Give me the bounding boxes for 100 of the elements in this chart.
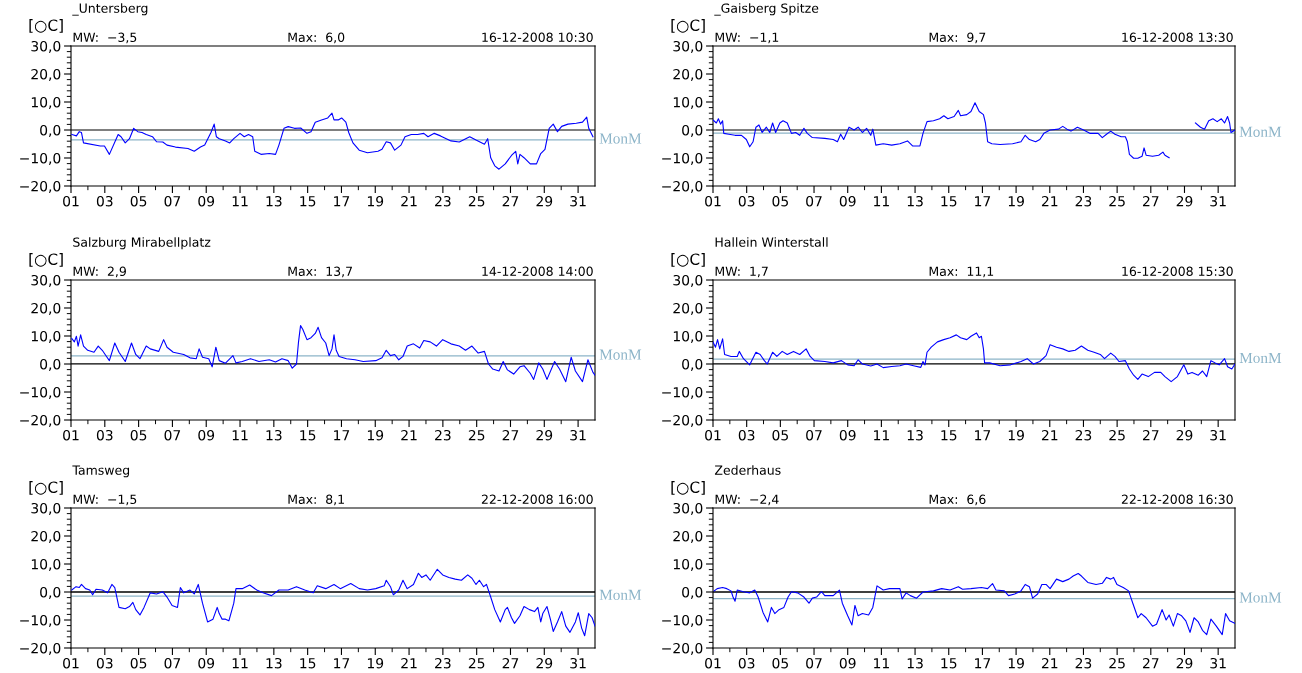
x-tick-label: 25 (468, 195, 485, 207)
text: MW: −1,5 (73, 494, 137, 506)
ref-line-label: MonM (599, 589, 642, 601)
chart-title: Tamsweg (72, 465, 130, 478)
y-tick-label: −20,0 (20, 642, 61, 655)
x-tick-label: 05 (772, 429, 788, 441)
ref-line-label: MonM (599, 349, 642, 360)
y-tick-label: 30,0 (31, 40, 61, 53)
y-tick-label: 20,0 (673, 302, 703, 315)
x-tick-label: 01 (63, 657, 79, 669)
x-tick-label: 13 (266, 657, 282, 669)
x-tick-label: 17 (334, 658, 350, 669)
x-tick-label: 09 (839, 429, 856, 441)
y-tick-label: 0,0 (682, 586, 703, 599)
x-tick-label: 13 (907, 429, 923, 441)
text: MW: −3,5 (73, 32, 137, 44)
x-tick-label: 23 (435, 429, 451, 441)
x-tick-label: 21 (1041, 429, 1058, 441)
y-axis-title: [○C] (29, 19, 63, 33)
x-tick-label: 05 (130, 195, 147, 207)
x-tick-label: 23 (435, 195, 451, 207)
x-tick-label: 01 (63, 429, 79, 441)
chart-title: Zederhaus (714, 465, 781, 475)
y-tick-label: 30,0 (673, 40, 703, 53)
y-tick-label: 10,0 (673, 558, 703, 571)
x-tick-label: 31 (570, 195, 586, 207)
x-tick-label: 11 (874, 658, 889, 669)
x-tick-label: 07 (806, 195, 822, 207)
x-tick-label: 17 (975, 658, 991, 669)
x-tick-label: 13 (266, 429, 282, 441)
x-tick-label: 21 (1041, 195, 1058, 207)
ref-line-label: MonM (1239, 352, 1282, 364)
ref-line-label: MonM (599, 133, 642, 144)
x-tick-label: 15 (941, 430, 957, 441)
chart-title: Hallein Winterstall (715, 237, 828, 247)
x-tick-label: 25 (468, 657, 485, 669)
x-tick-label: 23 (1075, 429, 1092, 441)
text: 14-12-2008 14:00 (482, 266, 593, 277)
x-tick-label: 25 (1109, 657, 1125, 669)
x-tick-label: 17 (975, 196, 991, 207)
x-tick-label: 01 (705, 657, 721, 669)
y-axis-title: [○C] (29, 481, 63, 495)
y-axis-title: [○C] (671, 253, 705, 267)
x-tick-label: 27 (1142, 657, 1159, 669)
text: 16-12-2008 13:30 (1122, 32, 1233, 43)
x-tick-label: 23 (435, 657, 451, 669)
text: Max: 8,1 (288, 494, 344, 506)
y-tick-label: −20,0 (662, 180, 703, 193)
text: MW: 1,7 (715, 266, 768, 278)
y-tick-label: 10,0 (31, 558, 61, 571)
text: 16-12-2008 10:30 (482, 32, 593, 43)
x-tick-label: 07 (806, 429, 822, 441)
x-tick-label: 21 (1041, 657, 1058, 669)
x-tick-label: 03 (738, 657, 755, 669)
y-tick-label: −10,0 (20, 152, 61, 165)
x-tick-label: 03 (738, 195, 755, 207)
text: 22-12-2008 16:00 (481, 494, 593, 505)
x-tick-label: 29 (536, 657, 553, 669)
x-tick-label: 27 (1142, 195, 1159, 207)
y-tick-label: −20,0 (20, 180, 61, 193)
x-tick-label: 23 (1075, 657, 1092, 669)
y-tick-label: −10,0 (662, 386, 703, 399)
y-tick-label: 20,0 (673, 68, 703, 81)
x-tick-label: 27 (1142, 429, 1159, 441)
y-tick-label: 20,0 (31, 530, 61, 543)
x-tick-label: 07 (164, 195, 181, 207)
x-tick-label: 05 (130, 429, 147, 441)
y-tick-label: −10,0 (662, 152, 703, 165)
x-tick-label: 01 (63, 195, 79, 207)
x-tick-label: 29 (536, 195, 553, 207)
x-tick-label: 11 (874, 196, 889, 207)
x-tick-label: 01 (705, 195, 721, 207)
x-tick-label: 27 (502, 657, 519, 669)
x-tick-label: 03 (738, 429, 755, 441)
text: MW: −2,4 (715, 494, 779, 506)
y-tick-label: 0,0 (682, 124, 703, 137)
text: MW: −1,1 (715, 32, 779, 44)
x-tick-label: 17 (334, 430, 350, 441)
x-tick-label: 29 (1176, 195, 1193, 207)
text: MW: 2,9 (73, 266, 126, 278)
x-tick-label: 17 (334, 196, 350, 207)
ref-line-label: MonM (1239, 592, 1282, 603)
x-tick-label: 09 (198, 195, 215, 207)
y-tick-label: 10,0 (31, 330, 61, 343)
x-tick-label: 19 (1008, 195, 1024, 207)
x-tick-label: 11 (232, 196, 248, 207)
x-tick-label: 01 (705, 429, 721, 441)
x-tick-label: 27 (502, 429, 519, 441)
x-tick-label: 09 (839, 195, 856, 207)
chart-title: _Untersberg (72, 3, 148, 16)
x-tick-label: 05 (130, 657, 147, 669)
y-tick-label: 30,0 (31, 274, 61, 287)
text: Max: 11,1 (929, 266, 994, 278)
x-tick-label: 29 (536, 429, 553, 441)
x-tick-label: 15 (300, 196, 316, 207)
y-tick-label: 0,0 (40, 586, 61, 599)
y-tick-label: −20,0 (662, 642, 703, 655)
y-tick-label: 0,0 (682, 358, 703, 371)
x-tick-label: 11 (232, 430, 248, 441)
y-tick-label: −10,0 (20, 614, 61, 627)
